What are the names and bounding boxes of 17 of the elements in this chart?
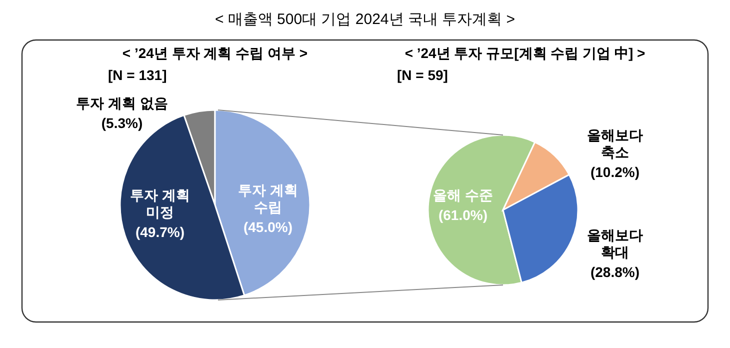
- slice-label: 올해보다 축소: [587, 127, 643, 160]
- data-label: (5.3%): [101, 115, 143, 131]
- data-label: (49.7%): [135, 224, 185, 240]
- chart-title: < ’24년 투자 계획 수립 여부 >: [122, 45, 308, 61]
- slice-label: 올해 수준: [433, 187, 493, 203]
- chart-subtitle: [N = 131]: [108, 67, 167, 83]
- chart-subtitle: [N = 59]: [397, 67, 448, 83]
- slice-label: 투자 계획 없음: [76, 95, 168, 111]
- data-label: (45.0%): [243, 219, 293, 235]
- data-label: (28.8%): [590, 264, 640, 280]
- slice-label: 투자 계획 미정: [130, 187, 190, 220]
- chart-title: < ’24년 투자 규모[계획 수립 기업 中] >: [404, 45, 646, 61]
- text: < 매출액 500대 기업 2024년 국내 투자계획 >: [214, 11, 516, 28]
- slice-label: 올해보다 확대: [587, 227, 643, 260]
- data-label: (61.0%): [438, 207, 488, 223]
- slice-label: 투자 계획 수립: [238, 182, 298, 215]
- data-label: (10.2%): [590, 164, 640, 180]
